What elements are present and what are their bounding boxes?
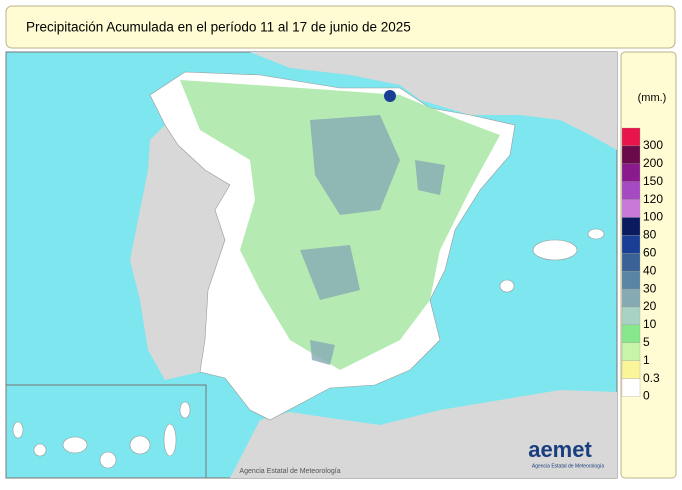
canarias-inset	[5, 384, 207, 479]
legend-swatch	[621, 360, 641, 379]
title-box	[5, 5, 676, 49]
menorca	[587, 228, 605, 240]
legend-label: 100	[643, 210, 663, 224]
rain-area	[180, 80, 500, 370]
legend-label: 0.3	[643, 371, 660, 385]
france	[250, 52, 617, 150]
legend-label: 120	[643, 192, 663, 206]
legend-label: 40	[643, 263, 657, 277]
canarias	[12, 401, 191, 469]
portugal	[130, 125, 230, 380]
ibiza	[499, 279, 515, 293]
legend-label: 0	[643, 389, 650, 403]
legend-label: 20	[643, 299, 657, 313]
legend-unit: (mm.)	[638, 92, 667, 104]
legend-swatch	[621, 217, 641, 236]
legend-label: 150	[643, 174, 663, 188]
legend-swatch	[621, 342, 641, 361]
legend-swatch	[621, 324, 641, 343]
legend-label: 60	[643, 245, 657, 259]
legend-swatch	[621, 181, 641, 200]
logo: aemet	[528, 437, 592, 462]
legend-swatch	[621, 145, 641, 164]
legend-label: 300	[643, 138, 663, 152]
legend-swatch	[621, 253, 641, 272]
africa	[230, 390, 617, 478]
credit: Agencia Estatal de Meteorología	[239, 468, 340, 475]
legend-swatch	[621, 127, 641, 147]
legend-label: 10	[643, 317, 657, 331]
legend-label: 80	[643, 228, 657, 242]
logo-subtitle: Agencia Estatal de Meteorología	[532, 463, 604, 469]
legend-label: 30	[643, 281, 657, 295]
legend-swatch	[621, 306, 641, 326]
title: Precipitación Acumulada en el período 11…	[26, 20, 411, 35]
legend-label: 5	[643, 335, 650, 349]
legend: 300 200 150 120 100 80 60 40 30 20 10 5 1 0.3 0	[621, 127, 663, 403]
map: Agencia Estatal de Meteorología aemet Ag…	[5, 51, 618, 479]
rain-max	[384, 90, 396, 102]
legend-swatch	[621, 235, 641, 254]
legend-swatch	[621, 163, 641, 182]
mallorca	[532, 239, 578, 261]
rain-area	[310, 115, 400, 215]
legend-swatch	[621, 271, 641, 290]
legend-label: 1	[643, 353, 650, 367]
legend-swatch	[621, 378, 641, 397]
legend-label: 200	[643, 156, 663, 170]
legend-swatch	[621, 288, 641, 308]
legend-swatch	[621, 199, 641, 218]
rain-area	[300, 160, 445, 365]
